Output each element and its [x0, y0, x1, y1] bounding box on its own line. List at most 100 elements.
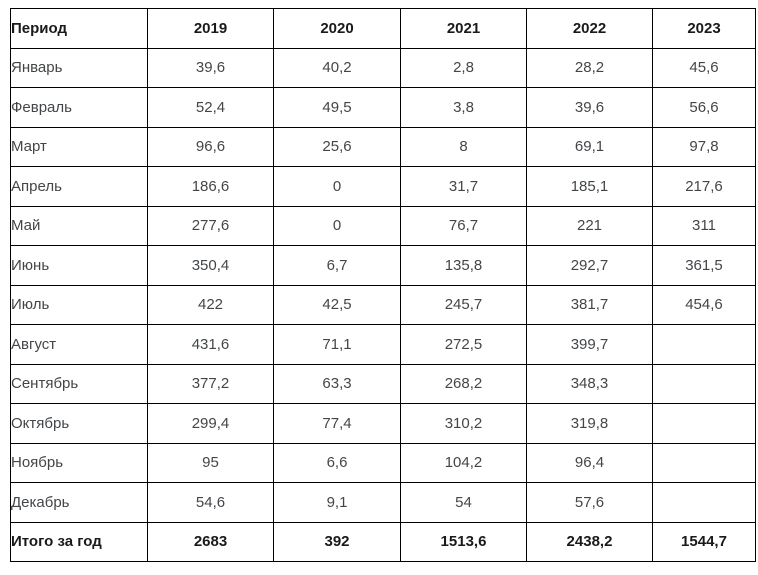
- month-label: Ноябрь: [10, 442, 148, 483]
- value-cell: 96,4: [526, 442, 653, 483]
- value-cell: 422: [147, 284, 274, 325]
- value-cell: 77,4: [273, 403, 401, 444]
- table-row: Сентябрь 377,2 63,3 268,2 348,3: [10, 363, 756, 404]
- value-cell: 69,1: [526, 126, 653, 167]
- value-cell: [652, 363, 756, 404]
- value-cell: 31,7: [400, 166, 527, 207]
- value-cell: 399,7: [526, 324, 653, 365]
- value-cell: 6,7: [273, 245, 401, 286]
- value-cell: [652, 403, 756, 444]
- value-cell: 245,7: [400, 284, 527, 325]
- header-cell-year: 2020: [273, 8, 401, 49]
- month-label: Июль: [10, 284, 148, 325]
- month-label: Январь: [10, 47, 148, 88]
- value-cell: 42,5: [273, 284, 401, 325]
- table-row: Август 431,6 71,1 272,5 399,7: [10, 324, 756, 365]
- header-cell-year: 2021: [400, 8, 527, 49]
- value-cell: 185,1: [526, 166, 653, 207]
- value-cell: 52,4: [147, 87, 274, 128]
- table-row: Июль 422 42,5 245,7 381,7 454,6: [10, 284, 756, 325]
- value-cell: 319,8: [526, 403, 653, 444]
- value-cell: 311: [652, 205, 756, 246]
- total-label: Итого за год: [10, 521, 148, 562]
- table-row: Март 96,6 25,6 8 69,1 97,8: [10, 126, 756, 167]
- value-cell: 310,2: [400, 403, 527, 444]
- value-cell: 40,2: [273, 47, 401, 88]
- value-cell: 377,2: [147, 363, 274, 404]
- header-cell-period: Период: [10, 8, 148, 49]
- value-cell: 8: [400, 126, 527, 167]
- month-label: Август: [10, 324, 148, 365]
- value-cell: 268,2: [400, 363, 527, 404]
- value-cell: 0: [273, 166, 401, 207]
- value-cell: 3,8: [400, 87, 527, 128]
- month-label: Февраль: [10, 87, 148, 128]
- table-row: Апрель 186,6 0 31,7 185,1 217,6: [10, 166, 756, 207]
- total-value-cell: 1544,7: [652, 521, 756, 562]
- month-label: Декабрь: [10, 482, 148, 523]
- month-label: Октябрь: [10, 403, 148, 444]
- value-cell: 2,8: [400, 47, 527, 88]
- value-cell: 454,6: [652, 284, 756, 325]
- value-cell: 39,6: [526, 87, 653, 128]
- header-cell-year: 2019: [147, 8, 274, 49]
- value-cell: [652, 442, 756, 483]
- value-cell: 96,6: [147, 126, 274, 167]
- total-row: Итого за год 2683 392 1513,6 2438,2 1544,7: [10, 521, 756, 562]
- value-cell: 28,2: [526, 47, 653, 88]
- value-cell: 186,6: [147, 166, 274, 207]
- value-cell: 49,5: [273, 87, 401, 128]
- value-cell: 350,4: [147, 245, 274, 286]
- table-row: Май 277,6 0 76,7 221 311: [10, 205, 756, 246]
- header-row: Период 2019 2020 2021 2022 2023: [10, 8, 756, 49]
- value-cell: 0: [273, 205, 401, 246]
- period-years-table: Период 2019 2020 2021 2022 2023 Январь 39,6 40,…: [10, 8, 756, 562]
- table-row: Ноябрь 95 6,6 104,2 96,4: [10, 442, 756, 483]
- value-cell: 63,3: [273, 363, 401, 404]
- value-cell: [652, 482, 756, 523]
- value-cell: 361,5: [652, 245, 756, 286]
- month-label: Июнь: [10, 245, 148, 286]
- table-body: Январь 39,6 40,2 2,8 28,2 45,6 Февраль 52,4 49,5…: [10, 47, 756, 562]
- month-label: Апрель: [10, 166, 148, 207]
- value-cell: [652, 324, 756, 365]
- value-cell: 45,6: [652, 47, 756, 88]
- value-cell: 104,2: [400, 442, 527, 483]
- table-row: Февраль 52,4 49,5 3,8 39,6 56,6: [10, 87, 756, 128]
- value-cell: 431,6: [147, 324, 274, 365]
- total-value-cell: 392: [273, 521, 401, 562]
- value-cell: 217,6: [652, 166, 756, 207]
- table-row: Июнь 350,4 6,7 135,8 292,7 361,5: [10, 245, 756, 286]
- value-cell: 39,6: [147, 47, 274, 88]
- value-cell: 25,6: [273, 126, 401, 167]
- total-value-cell: 2683: [147, 521, 274, 562]
- value-cell: 76,7: [400, 205, 527, 246]
- table-head: Период 2019 2020 2021 2022 2023: [10, 8, 756, 49]
- table-row: Январь 39,6 40,2 2,8 28,2 45,6: [10, 47, 756, 88]
- month-label: Май: [10, 205, 148, 246]
- value-cell: 272,5: [400, 324, 527, 365]
- value-cell: 95: [147, 442, 274, 483]
- month-label: Март: [10, 126, 148, 167]
- header-cell-year: 2023: [652, 8, 756, 49]
- value-cell: 97,8: [652, 126, 756, 167]
- value-cell: 56,6: [652, 87, 756, 128]
- value-cell: 54,6: [147, 482, 274, 523]
- value-cell: 6,6: [273, 442, 401, 483]
- value-cell: 135,8: [400, 245, 527, 286]
- value-cell: 381,7: [526, 284, 653, 325]
- total-value-cell: 1513,6: [400, 521, 527, 562]
- value-cell: 71,1: [273, 324, 401, 365]
- value-cell: 221: [526, 205, 653, 246]
- header-cell-year: 2022: [526, 8, 653, 49]
- value-cell: 299,4: [147, 403, 274, 444]
- value-cell: 348,3: [526, 363, 653, 404]
- total-value-cell: 2438,2: [526, 521, 653, 562]
- table-row: Декабрь 54,6 9,1 54 57,6: [10, 482, 756, 523]
- table-row: Октябрь 299,4 77,4 310,2 319,8: [10, 403, 756, 444]
- value-cell: 57,6: [526, 482, 653, 523]
- month-label: Сентябрь: [10, 363, 148, 404]
- value-cell: 9,1: [273, 482, 401, 523]
- value-cell: 292,7: [526, 245, 653, 286]
